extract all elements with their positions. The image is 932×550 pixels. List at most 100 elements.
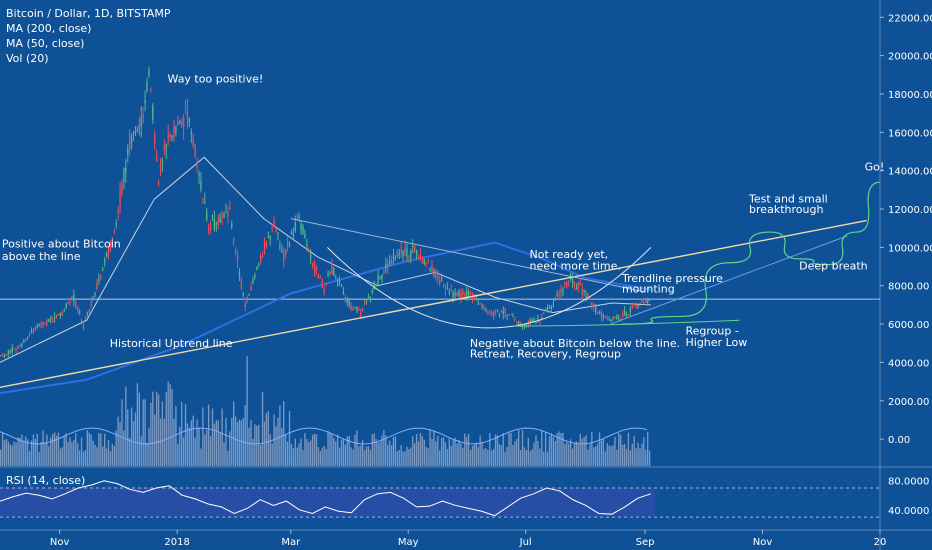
volume-bar	[248, 427, 250, 466]
candle-body	[400, 248, 402, 252]
legend-ma200[interactable]: MA (200, close)	[6, 22, 92, 35]
volume-bar	[190, 420, 192, 466]
candle-body	[107, 247, 110, 255]
volume-bar	[250, 419, 252, 466]
volume-bar	[327, 430, 329, 466]
candle-body	[556, 294, 558, 297]
projection-path[interactable]	[621, 181, 881, 325]
candle-body	[317, 275, 320, 279]
y-tick-label: 4000.00	[888, 358, 929, 369]
volume-bar	[456, 443, 458, 466]
volume-bar	[225, 417, 227, 466]
volume-bar	[44, 442, 46, 466]
volume-bar	[46, 434, 48, 466]
volume-bar	[381, 435, 383, 466]
candle-body	[645, 300, 647, 303]
candle-body	[354, 307, 356, 309]
volume-bar	[479, 435, 481, 466]
rsi-title[interactable]: RSI (14, close)	[6, 474, 86, 487]
candle-body	[40, 323, 42, 327]
candle-body	[406, 248, 408, 258]
volume-bar	[232, 401, 235, 466]
candle-body	[579, 282, 581, 285]
candle-body	[554, 297, 556, 300]
volume-bar	[263, 421, 266, 466]
volume-bar	[115, 430, 117, 466]
volume-bar	[67, 441, 69, 466]
volume-bar	[51, 433, 54, 466]
candle-body	[485, 309, 487, 311]
candle-body	[458, 291, 460, 297]
volume-bar	[165, 392, 167, 466]
volume-bar	[421, 436, 424, 466]
volume-bar	[363, 450, 366, 466]
candle-body	[637, 306, 639, 308]
volume-bar	[130, 407, 133, 466]
candle-body	[267, 236, 270, 238]
volume-bar	[229, 431, 231, 466]
legend-volume[interactable]: Vol (20)	[6, 52, 49, 65]
annotation-text: Trendline pressure	[621, 272, 723, 285]
volume-bar	[173, 418, 175, 466]
volume-bar	[69, 437, 71, 466]
annotation-text: Higher Low	[686, 336, 748, 349]
candle-body	[202, 197, 204, 199]
volume-bar	[358, 446, 360, 466]
candle-body	[502, 311, 504, 315]
volume-bar	[5, 438, 8, 466]
volume-bar	[238, 419, 241, 466]
volume-bar	[236, 421, 239, 466]
legend-title[interactable]: Bitcoin / Dollar, 1D, BITSTAMP	[6, 7, 171, 20]
candle-body	[633, 305, 635, 307]
volume-bar	[356, 430, 358, 466]
volume-bar	[379, 441, 381, 466]
volume-bar	[629, 450, 632, 466]
volume-bar	[338, 447, 341, 466]
candle-body	[292, 233, 295, 238]
volume-bar	[581, 438, 583, 466]
legend-ma50[interactable]: MA (50, close)	[6, 37, 85, 50]
volume-bar	[17, 437, 19, 466]
rising-support-line[interactable]	[610, 235, 848, 325]
rsi-line[interactable]	[0, 480, 652, 517]
candle-body	[641, 300, 643, 302]
x-tick-label: Mar	[281, 537, 301, 548]
volume-bar	[450, 445, 452, 466]
candle-body	[479, 302, 481, 305]
candle-body	[444, 288, 447, 290]
volume-bar	[596, 443, 599, 466]
candle-body	[348, 299, 350, 306]
annotation-text: Way too positive!	[168, 72, 264, 85]
volume-bar	[462, 447, 464, 466]
volume-bar	[333, 438, 335, 466]
volume-bar	[94, 444, 96, 466]
candle-body	[44, 323, 46, 325]
candle-body	[647, 300, 649, 303]
candle-body	[625, 314, 628, 316]
volume-bar	[390, 445, 393, 466]
volume-bar	[117, 416, 119, 466]
x-tick-label: May	[398, 537, 419, 548]
candle-body	[550, 307, 553, 310]
candle-body	[450, 289, 452, 291]
volume-bar	[527, 437, 529, 466]
candle-body	[200, 181, 202, 190]
candle-body	[496, 311, 499, 313]
volume-bar	[346, 436, 348, 466]
historical-uptrend-line[interactable]	[0, 219, 867, 389]
candle-body	[639, 303, 641, 305]
candle-body	[504, 307, 506, 314]
candle-body	[77, 307, 79, 311]
candle-body	[612, 317, 614, 319]
candle-body	[115, 223, 117, 225]
candle-body	[460, 293, 462, 299]
descending-trendline[interactable]	[290, 218, 644, 292]
volume-bar	[439, 450, 441, 466]
volume-bar	[521, 430, 524, 466]
volume-bar	[429, 430, 431, 466]
volume-bar	[157, 394, 160, 466]
annotation-text: mounting	[622, 282, 675, 295]
candle-body	[84, 318, 87, 320]
candle-body	[242, 292, 244, 296]
candle-body	[48, 319, 50, 322]
